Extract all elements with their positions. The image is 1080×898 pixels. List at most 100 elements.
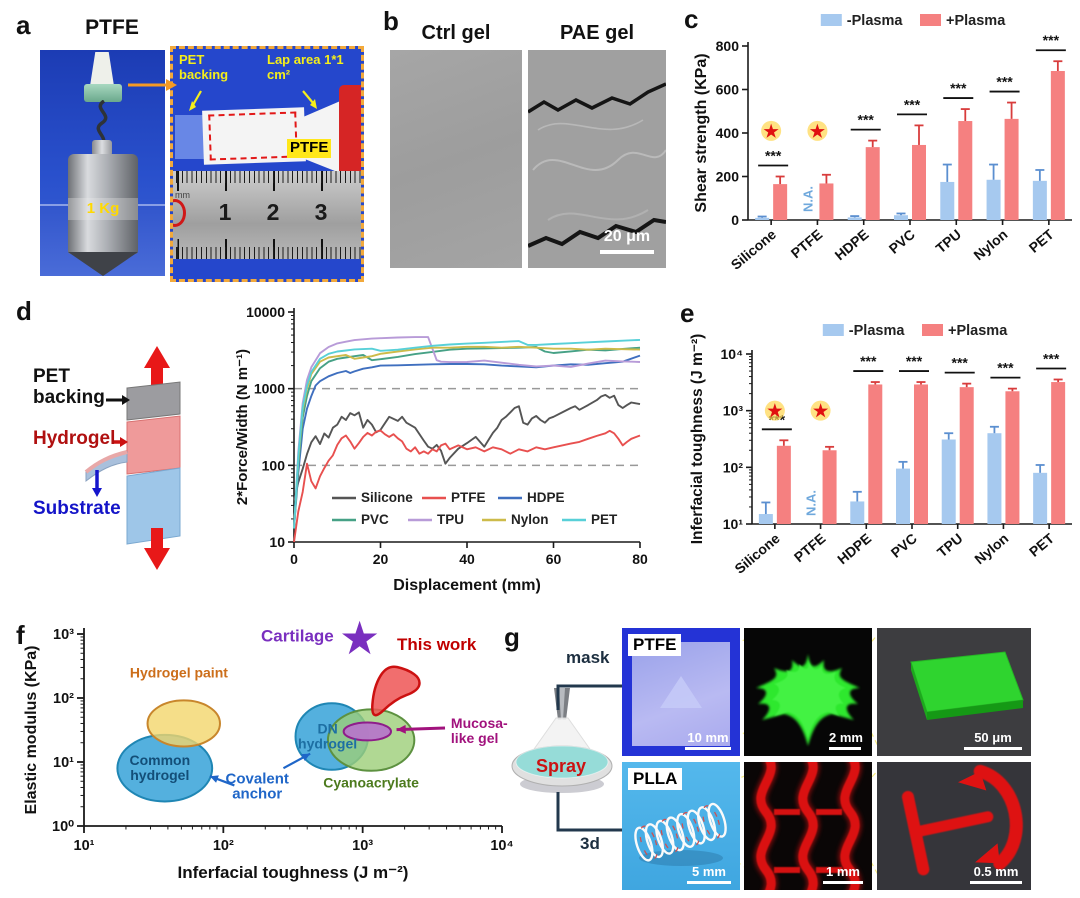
svg-text:***: *** [765,148,782,164]
svg-text:***: *** [858,112,875,128]
svg-text:TPU: TPU [932,226,964,256]
svg-text:N.A.: N.A. [800,186,815,212]
ruler-unit: mm [175,190,190,200]
scale-1mm-line [823,880,863,884]
svg-text:-Plasma: -Plasma [847,13,904,29]
svg-text:60: 60 [546,551,562,567]
panel-a-letter: a [16,10,31,40]
ruler-zero-mark [173,199,186,227]
svg-text:Silicone: Silicone [728,226,780,273]
svg-text:+Plasma: +Plasma [948,323,1008,339]
lap-area-label: Lap area 1*1 cm² [267,52,344,82]
pet-backing-label: PET backing [179,52,229,82]
svg-text:0: 0 [731,212,739,228]
panel-f-letter: f [16,620,25,650]
scale-2mm: 2 mm [829,730,863,750]
scale-10mm-line [685,746,731,750]
svg-text:Displacement (mm): Displacement (mm) [393,577,541,594]
svg-text:***: *** [1043,350,1060,366]
svg-text:100: 100 [262,457,286,473]
scale-10mm-label: 10 mm [687,729,729,745]
substrate-diagram-label: Substrate [33,498,121,519]
scale-1mm: 1 mm [823,864,863,884]
svg-text:Nylon: Nylon [971,530,1011,567]
spray-device-icon [511,688,613,793]
svg-text:Nylon: Nylon [970,226,1010,263]
svg-text:***: *** [997,360,1014,376]
inset-pointer-arrows [189,90,317,111]
svg-text:+Plasma: +Plasma [946,13,1006,29]
svg-text:***: *** [904,96,921,112]
eagle-art [756,654,860,746]
svg-text:HDPE: HDPE [832,226,872,263]
anchor-shape-image: 0.5 mm [877,762,1031,890]
svg-text:Nylon: Nylon [511,512,549,527]
hydrogel-diagram-label: Hydrogel [33,428,116,449]
svg-text:***: *** [996,74,1013,90]
svg-text:10⁰: 10⁰ [52,819,74,835]
svg-text:N.A.: N.A. [804,490,819,516]
svg-text:10: 10 [269,534,285,550]
svg-text:TPU: TPU [437,512,464,527]
svg-text:10⁴: 10⁴ [721,346,744,362]
ruler-number: 1 [218,199,232,225]
scale-50um: 50 μm [964,729,1022,750]
shear-strength-chart: 0 200 400 600 800 Shear strength (KPa) Silicon… [693,13,1072,273]
stent-art [754,762,862,890]
sample-strip [90,52,114,86]
scale-05mm-label: 0.5 mm [973,863,1019,879]
svg-text:600: 600 [716,82,740,98]
svg-text:10²: 10² [723,459,744,475]
scale-50um-label: 50 μm [974,729,1012,745]
svg-text:***: *** [950,80,967,96]
svg-text:Inferfacial toughness (J m⁻²): Inferfacial toughness (J m⁻²) [689,334,706,545]
ptfe-image-tag: PTFE [628,634,682,657]
svg-text:80: 80 [632,551,648,567]
threed-label: 3d [580,834,600,853]
svg-text:Cyanoacrylate: Cyanoacrylate [323,774,419,790]
peel-force-chart: 10 100 1000 10000 0 20 40 60 80 Displacement (mm)… [234,304,648,594]
svg-text:1000: 1000 [254,381,285,397]
pet-backing-diagram-label: PET backing [33,366,105,409]
svg-text:-Plasma: -Plasma [849,323,906,339]
plla-image-tag: PLLA [628,768,683,791]
svg-text:★: ★ [810,122,826,141]
svg-text:10⁴: 10⁴ [490,838,513,854]
fluorescent-stent-image: 1 mm [744,762,872,890]
svg-text:10³: 10³ [53,627,74,643]
svg-text:PTFE: PTFE [791,530,829,565]
svg-text:20: 20 [373,551,389,567]
fluorescent-eagle-image: 2 mm [744,628,872,756]
ruler-number: 3 [314,199,328,225]
scale-5mm: 5 mm [687,863,731,884]
svg-text:400: 400 [716,125,740,141]
plla-stent-photo: PLLA 5 mm [622,762,740,890]
svg-text:HDPE: HDPE [527,490,565,505]
svg-text:Cartilage: Cartilage [261,627,334,646]
svg-text:★: ★ [767,402,783,421]
zoom-arrow-icon [128,79,177,91]
weight-knob [92,140,112,156]
svg-text:★: ★ [339,616,380,664]
svg-text:PVC: PVC [888,530,920,561]
svg-text:0: 0 [290,551,298,567]
svg-text:10³: 10³ [352,838,373,854]
ruler: mm 1 2 3 [173,171,361,259]
scale-05mm-line [970,880,1022,884]
peel-test-diagram [84,346,181,570]
svg-text:10¹: 10¹ [74,838,95,854]
scale-5mm-label: 5 mm [692,863,726,879]
weight-body [68,154,138,254]
ctrl-gel-sem-image [390,50,522,268]
ptfe-tag: PTFE [287,139,332,158]
svg-text:***: *** [860,353,877,369]
svg-text:PVC: PVC [361,512,389,527]
scale-10mm: 10 mm [685,729,731,750]
svg-text:PET: PET [1026,226,1057,256]
red-grip [339,85,361,185]
svg-text:★: ★ [764,122,780,141]
svg-text:PTFE: PTFE [788,226,826,261]
